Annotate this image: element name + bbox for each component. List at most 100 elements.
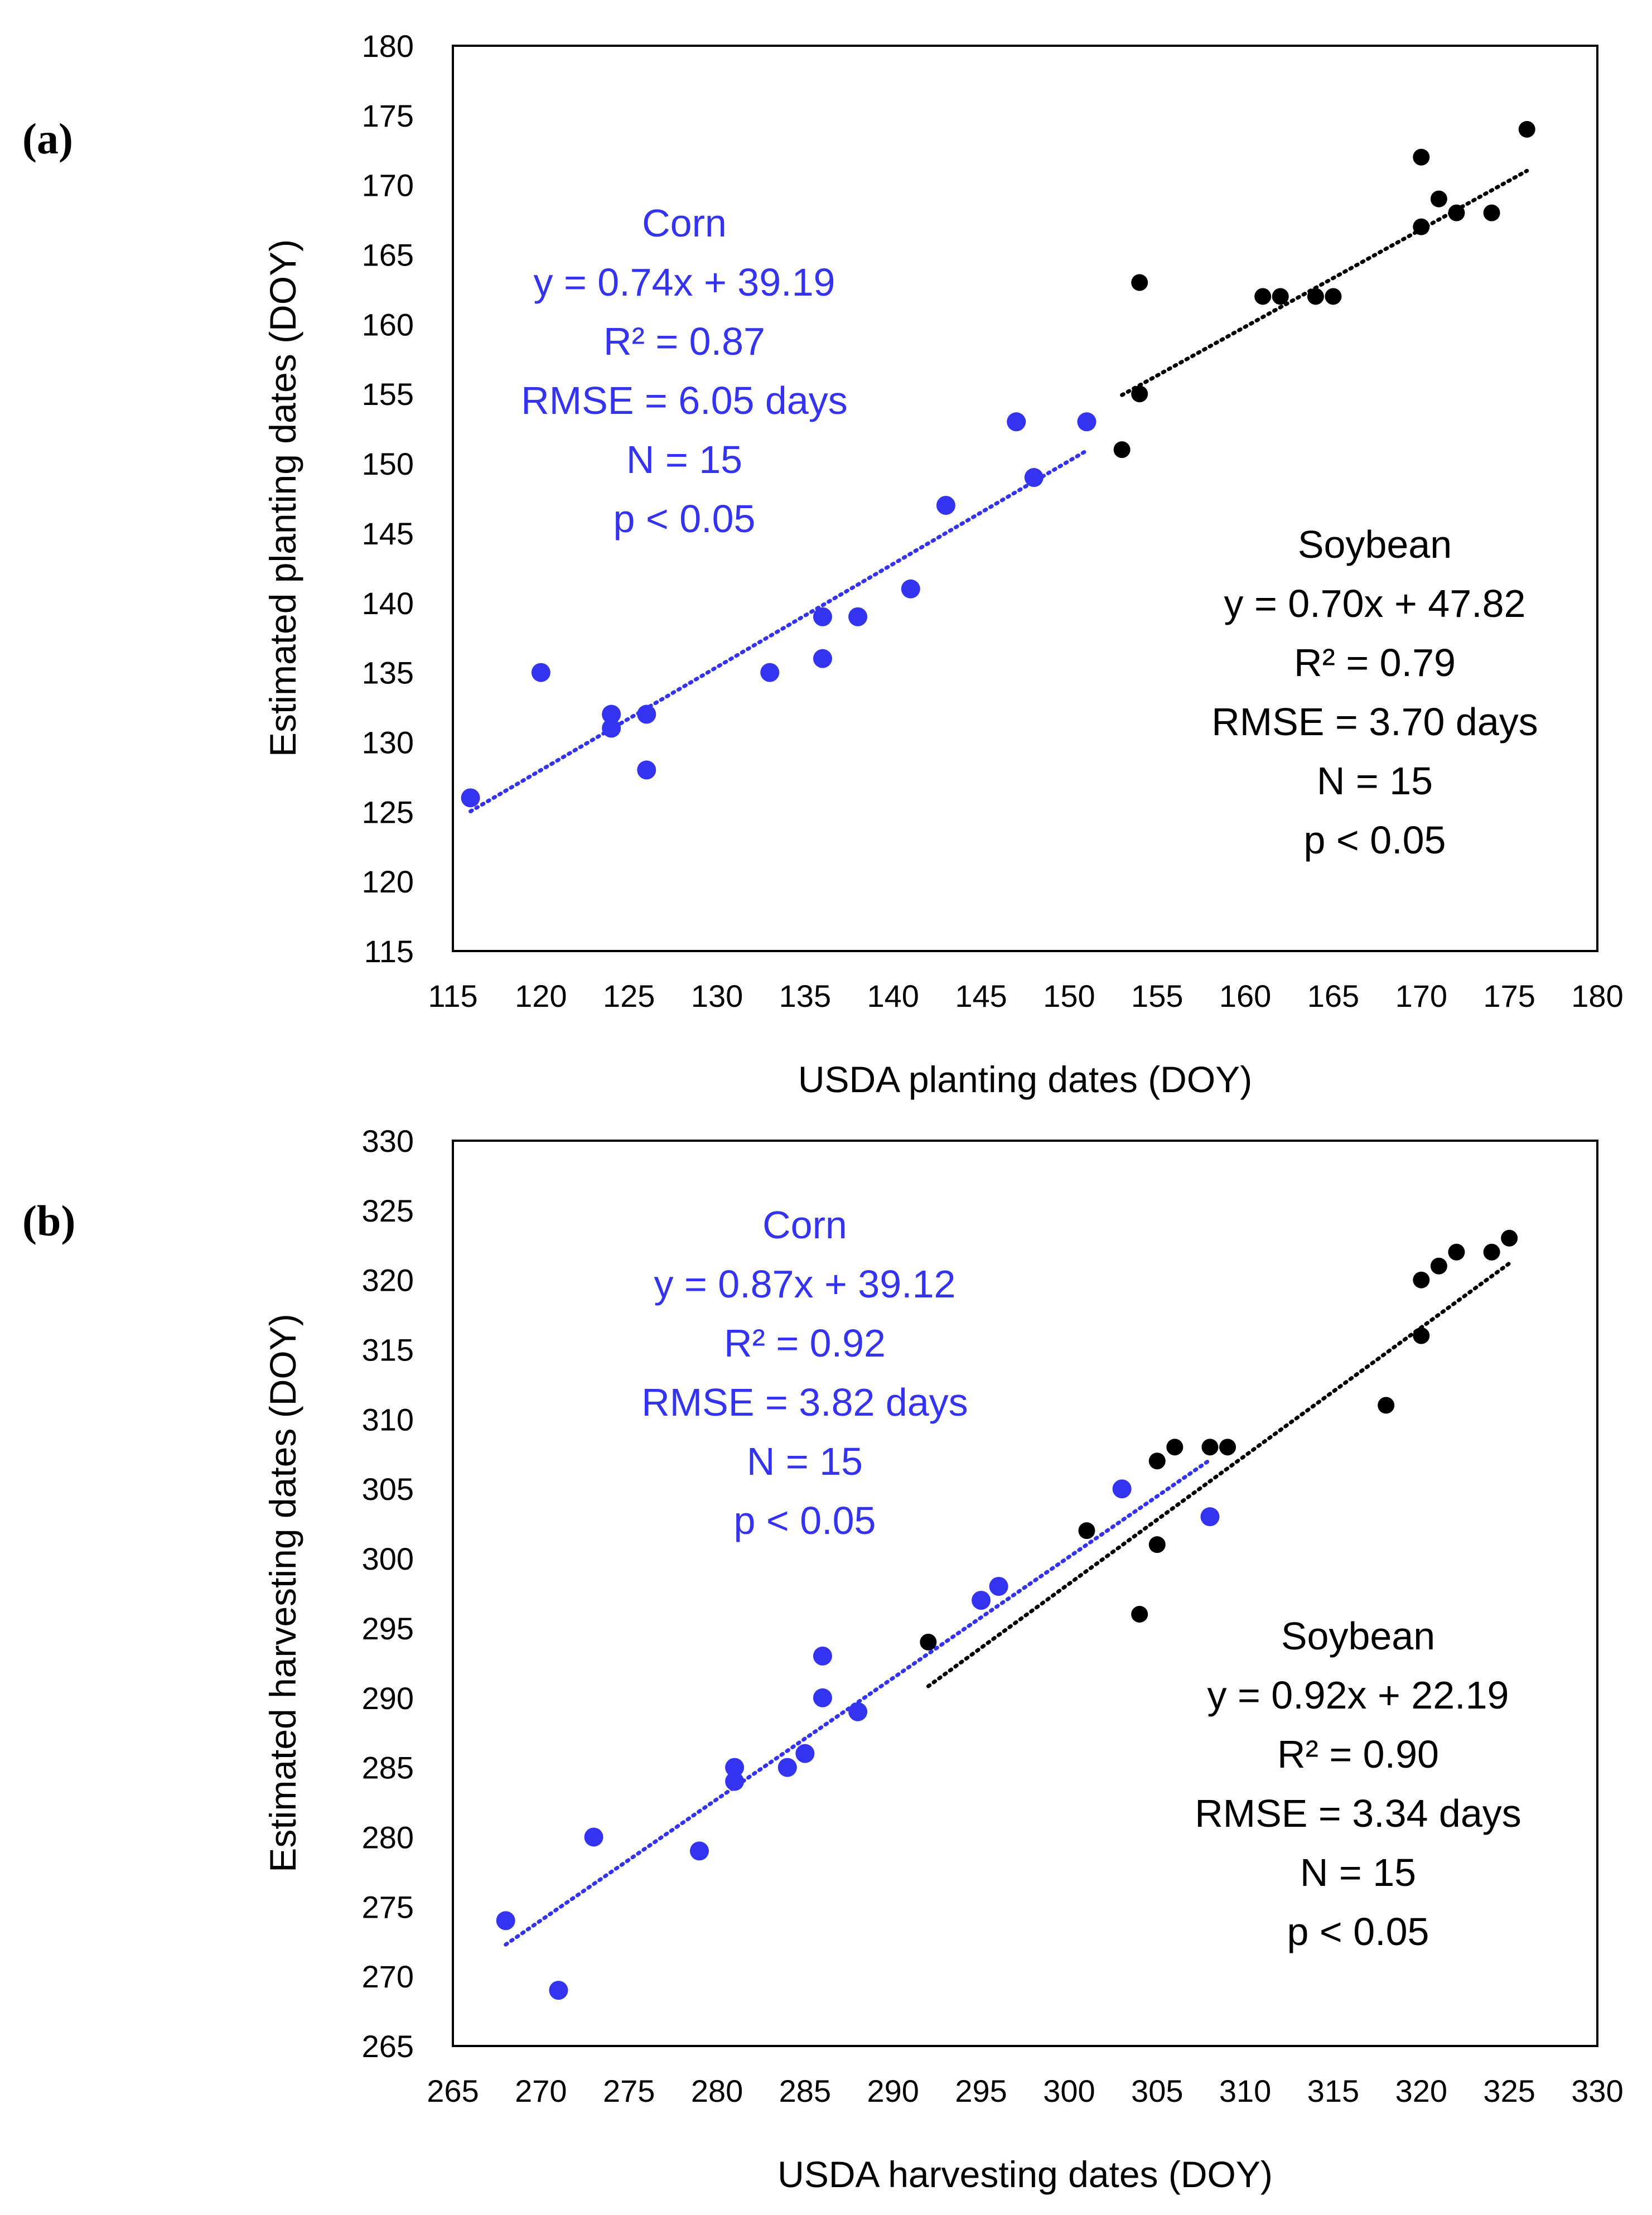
panel-b-soybean-point [1483,1243,1500,1261]
panel-b-y-axis-title: Estimated harvesting dates (DOY) [262,1314,303,1872]
panel-a-y-axis-title: Estimated planting dates (DOY) [262,239,303,757]
panel-b-plot-frame [452,1140,1598,2047]
panel-a-corn-point [531,663,550,682]
panel-b-soybean-point [1413,1327,1430,1344]
panel-a-soybean-point [1325,288,1342,305]
panel-b-corn-point [813,1688,832,1707]
panel-a-soybean-stats: Soybean y = 0.70x + 47.82 R² = 0.79 RMSE… [1211,523,1538,862]
panel-a-soybean-point [1307,288,1324,305]
panel-b-soybean-stat-r2: R² = 0.90 [1277,1733,1439,1776]
panel-a-y-tick-label: 140 [362,586,414,621]
panel-b-soybean-stats: Soybean y = 0.92x + 22.19 R² = 0.90 RMSE… [1195,1614,1521,1953]
panel-a-corn-point [637,704,656,724]
panel-a-x-axis-title: USDA planting dates (DOY) [798,1059,1252,1100]
panel-b-x-tick-label: 325 [1483,2073,1535,2108]
panel-a-y-ticks: 115 120 125 130 135 140 145 150 155 160 165 170 175 1… [362,28,414,969]
panel-a-corn-point [901,579,920,599]
panel-b-corn-point [813,1646,832,1666]
panel-b-corn-stat-name: Corn [762,1203,847,1247]
panel-b-x-tick-label: 315 [1307,2073,1359,2108]
panel-a-trendlines [468,168,1529,814]
panel-b-x-ticks: 265 270 275 280 285 290 295 300 305 310 315 320 325 3… [427,2073,1623,2108]
panel-a-x-tick-label: 160 [1219,978,1271,1014]
panel-b-y-tick-label: 265 [362,2029,414,2064]
panel-b-x-tick-label: 300 [1043,2073,1095,2108]
panel-b-soybean-point [1131,1605,1148,1623]
panel-b-x-tick-label: 295 [955,2073,1007,2108]
panel-a-x-tick-label: 125 [603,978,655,1014]
panel-a-corn-point [936,495,955,515]
panel-a-y-tick-label: 175 [362,98,414,133]
panel-b-y-tick-label: 270 [362,1959,414,1994]
panel-a-y-tick-label: 150 [362,446,414,481]
panel-b-x-tick-label: 265 [427,2073,479,2108]
panel-a-x-ticks: 115 120 125 130 135 140 145 150 155 160 165 170 175 1… [428,978,1623,1014]
panel-b-soybean-point [1430,1257,1447,1275]
panel-b-soybean-point [1148,1452,1166,1470]
panel-a-corn-stat-name: Corn [642,201,727,245]
panel-a-y-tick-label: 155 [362,377,414,412]
panel-b-trendlines [504,1261,1511,1947]
panel-a-points [461,120,1535,808]
panel-b-y-tick-label: 290 [362,1681,414,1716]
panel-b-corn-point [989,1577,1008,1596]
panel-a-soybean-point [1413,218,1430,235]
panel-b-corn-stat-rmse: RMSE = 3.82 days [641,1381,968,1424]
panel-a-soybean-point [1430,190,1447,207]
panel-a-corn-stats: Corn y = 0.74x + 39.19 R² = 0.87 RMSE = … [521,201,848,541]
panel-a-x-tick-label: 145 [955,978,1007,1014]
panel-b-soybean-point [1078,1522,1095,1540]
panel-b-x-tick-label: 280 [691,2073,743,2108]
panel-b-soybean-stat-p: p < 0.05 [1287,1910,1429,1953]
panel-b-x-tick-label: 305 [1131,2073,1183,2108]
panel-a-corn-stat-rmse: RMSE = 6.05 days [521,379,848,422]
panel-a-corn-stat-r2: R² = 0.87 [603,320,765,363]
panel-b-y-tick-label: 300 [362,1541,414,1576]
panel-a-soybean-stat-name: Soybean [1298,523,1452,566]
panel-a-soybean-point [1272,288,1289,305]
panel-a-soybean-point [1254,288,1272,305]
panel-b-y-tick-label: 320 [362,1263,414,1298]
panel-b-points [496,1229,1518,2000]
panel-b-corn-point [1200,1507,1220,1527]
panel-a-y-tick-label: 180 [362,28,414,64]
panel-a-corn-point [602,718,621,738]
panel-b-x-axis-title: USDA harvesting dates (DOY) [777,2154,1273,2195]
panel-a-corn-stat-equation: y = 0.74x + 39.19 [534,260,835,304]
panel-a-y-tick-label: 120 [362,864,414,899]
panel-a-soybean-trendline [1120,168,1529,397]
panel-b-y-tick-label: 310 [362,1402,414,1437]
panel-a-corn-point [1024,468,1044,488]
panel-a-label: (a) [22,114,73,163]
panel-b-x-tick-label: 310 [1219,2073,1271,2108]
panel-a-corn-point [461,788,480,808]
panel-a-corn-point [1077,412,1096,432]
panel-a-planting: (a) 115 120 125 130 135 140 145 150 155 160 165 170… [22,28,1624,1100]
panel-a-x-tick-label: 180 [1571,978,1623,1014]
panel-a-x-tick-label: 175 [1483,978,1535,1014]
panel-b-corn-point [972,1590,991,1610]
panel-a-x-tick-label: 135 [779,978,831,1014]
panel-b-x-tick-label: 285 [779,2073,831,2108]
panel-b-x-tick-label: 275 [603,2073,655,2108]
panel-a-x-tick-label: 170 [1395,978,1447,1014]
panel-a-soybean-point [1113,441,1131,459]
panel-b-x-tick-label: 320 [1395,2073,1447,2108]
panel-a-y-tick-label: 115 [364,934,414,969]
panel-a-soybean-point [1131,274,1148,291]
panel-a-corn-point [637,760,656,780]
panel-b-corn-point [725,1772,745,1791]
panel-a-y-tick-label: 135 [362,655,414,691]
panel-b-x-tick-label: 270 [515,2073,567,2108]
panel-a-y-tick-label: 165 [362,238,414,273]
panel-b-corn-stat-p: p < 0.05 [734,1499,876,1542]
panel-b-soybean-point [1413,1271,1430,1289]
panel-b-y-tick-label: 295 [362,1611,414,1646]
panel-a-plot-frame [452,45,1598,952]
panel-b-corn-point [1112,1479,1132,1499]
panel-a-soybean-point [1131,385,1148,403]
panel-b-soybean-stat-name: Soybean [1281,1614,1435,1658]
panel-b-soybean-point [1501,1229,1518,1247]
panel-a-y-tick-label: 145 [362,516,414,551]
